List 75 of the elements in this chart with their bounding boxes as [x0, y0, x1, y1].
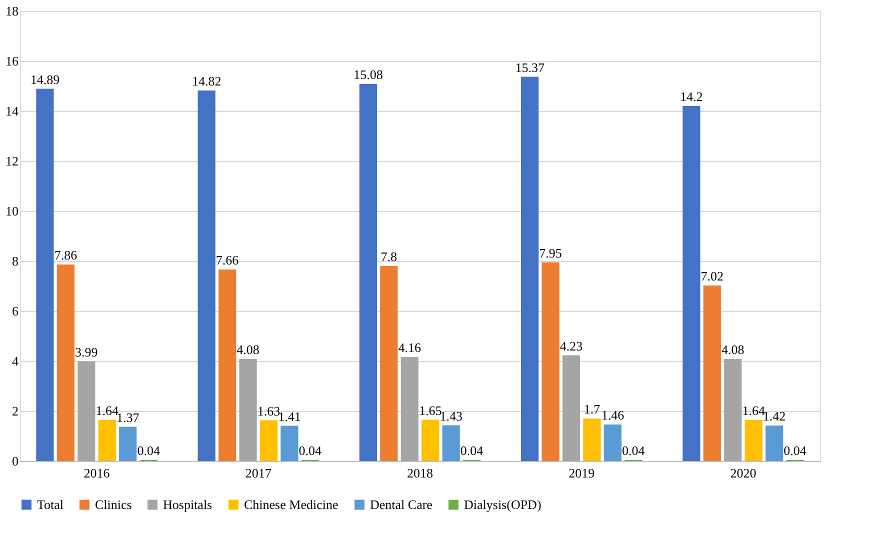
y-tick-label: 16: [6, 54, 19, 68]
data-label: 15.37: [515, 60, 545, 75]
bar: [400, 357, 418, 461]
legend-label: Total: [37, 496, 64, 512]
data-label: 14.89: [30, 72, 60, 87]
data-label: 1.7: [584, 402, 601, 416]
bar: [766, 426, 784, 461]
bar: [98, 420, 116, 461]
bar: [604, 424, 622, 461]
data-label: 1.46: [601, 408, 625, 422]
bar: [682, 106, 700, 461]
bar: [280, 426, 298, 461]
data-label: 1.64: [96, 403, 120, 418]
bar: [380, 266, 398, 461]
data-label: 4.08: [721, 342, 744, 357]
data-label: 1.42: [762, 408, 786, 424]
bar: [36, 88, 54, 461]
bar: [359, 84, 378, 461]
bar: [56, 264, 74, 461]
data-label: 7.8: [380, 249, 398, 264]
data-label: 4.23: [560, 338, 583, 354]
bar: [744, 420, 762, 461]
legend-label: Chinese Medicine: [244, 496, 338, 512]
data-label: 1.43: [440, 408, 462, 424]
data-label: 4.08: [236, 342, 260, 357]
data-label: 1.41: [278, 408, 301, 424]
data-label: 15.08: [354, 67, 383, 82]
data-label: 7.02: [700, 268, 724, 284]
y-tick-label: 4: [12, 354, 19, 368]
bar: [422, 420, 440, 461]
data-label: 7.86: [54, 248, 78, 262]
data-label: 1.64: [742, 403, 766, 418]
bar: [218, 270, 236, 461]
bar: [442, 425, 460, 461]
bar: [119, 426, 137, 461]
data-label: 0.04: [298, 443, 322, 458]
legend-label: Dialysis(OPD): [464, 496, 542, 512]
legend-label: Clinics: [95, 496, 132, 512]
data-label: 1.63: [257, 403, 280, 418]
y-tick-label: 0: [12, 454, 18, 468]
y-tick-label: 10: [6, 204, 18, 218]
bar: [562, 355, 580, 461]
y-tick-label: 14: [6, 104, 19, 118]
data-label: 0.04: [460, 443, 484, 458]
bar: [260, 420, 278, 461]
data-label: 7.66: [216, 252, 240, 268]
x-tick-label: 2018: [407, 466, 433, 480]
y-tick-label: 2: [12, 404, 18, 418]
bar: [583, 418, 601, 461]
bar: [78, 361, 96, 461]
bar: [703, 286, 721, 461]
data-label: 7.95: [539, 245, 562, 260]
y-tick-label: 6: [12, 304, 19, 318]
x-tick-label: 2016: [84, 466, 110, 480]
bar: [239, 359, 257, 461]
legend-label: Dental Care: [370, 496, 433, 512]
y-tick-label: 12: [6, 154, 18, 168]
data-label: 0.04: [622, 443, 646, 458]
data-label: 3.99: [75, 344, 98, 360]
bar: [724, 359, 742, 461]
y-tick-label: 8: [12, 254, 18, 268]
x-tick-label: 2017: [245, 466, 272, 480]
data-label: 4.16: [398, 340, 422, 355]
y-tick-label: 18: [6, 4, 18, 18]
bar: [521, 76, 539, 461]
data-label: 0.04: [137, 443, 160, 458]
bar: [198, 90, 216, 461]
data-label: 0.04: [784, 443, 807, 458]
x-tick-label: 2020: [730, 466, 756, 480]
data-label: 14.82: [192, 74, 222, 88]
data-label: 1.65: [418, 402, 442, 418]
x-tick-label: 2019: [568, 466, 595, 480]
data-label: 14.2: [680, 89, 703, 104]
legend-label: Hospitals: [163, 496, 212, 512]
bar: [542, 262, 560, 461]
